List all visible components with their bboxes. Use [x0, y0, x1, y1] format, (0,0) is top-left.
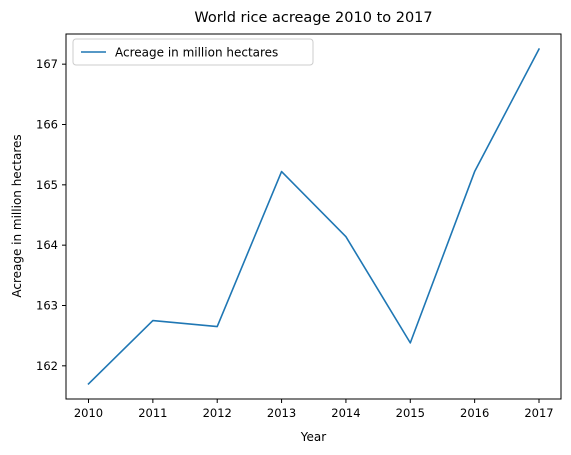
plot-area [65, 33, 562, 400]
x-tick-label: 2011 [138, 406, 167, 420]
x-tick-label: 2012 [203, 406, 232, 420]
legend-label: Acreage in million hectares [115, 46, 278, 60]
x-tick-label: 2010 [74, 406, 103, 420]
y-tick-label: 162 [36, 359, 58, 373]
x-axis-label: Year [300, 430, 326, 444]
y-axis: 162 163 164 165 166 167 [36, 57, 66, 373]
y-tick-label: 163 [36, 298, 58, 312]
y-tick-label: 167 [36, 57, 58, 71]
y-tick-label: 164 [36, 238, 58, 252]
y-axis-label: Acreage in million hectares [10, 134, 24, 297]
x-tick-label: 2016 [460, 406, 489, 420]
chart-title: World rice acreage 2010 to 2017 [194, 10, 432, 26]
legend: Acreage in million hectares [72, 38, 314, 66]
series-layer [87, 47, 541, 386]
y-tick-label: 166 [36, 117, 58, 131]
x-tick-label: 2017 [524, 406, 553, 420]
x-tick-label: 2014 [331, 406, 360, 420]
y-tick-label: 165 [36, 178, 58, 192]
series-line [87, 47, 541, 386]
x-tick-label: 2015 [396, 406, 425, 420]
x-tick-label: 2013 [267, 406, 296, 420]
legend-box [72, 38, 314, 66]
x-axis: 2010 2011 2012 2013 2014 2015 2016 2017 [74, 399, 554, 420]
